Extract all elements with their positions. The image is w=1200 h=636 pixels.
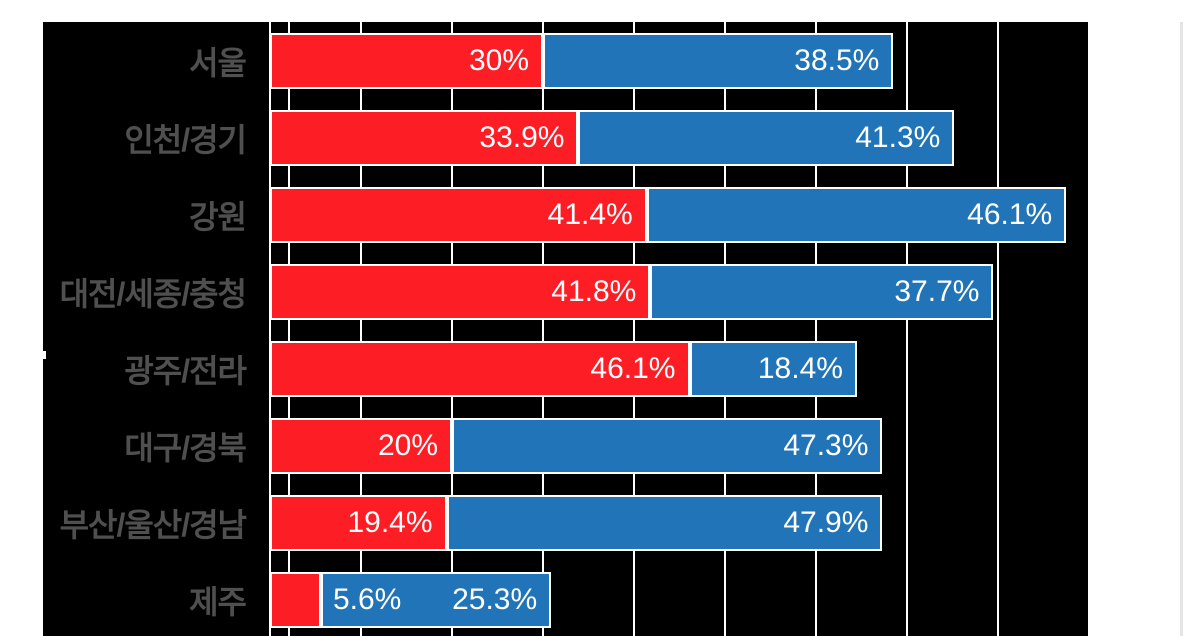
blue-bar-segment: 25.3%	[320, 572, 552, 628]
blue-bar-segment: 47.3%	[452, 418, 883, 474]
red-value-label: 41.4%	[547, 198, 633, 231]
gridline	[288, 22, 291, 636]
category-label: 광주/전라	[124, 353, 247, 389]
gridline	[269, 22, 271, 636]
red-bar-segment: 41.4%	[270, 187, 647, 243]
blue-value-label: 38.5%	[794, 44, 880, 77]
red-value-label: 19.4%	[347, 506, 433, 539]
red-bar-segment	[270, 572, 321, 628]
category-label: 서울	[189, 45, 247, 81]
blue-bar-segment: 37.7%	[650, 264, 994, 320]
blue-bar-segment: 46.1%	[646, 187, 1067, 243]
category-label: 강원	[189, 199, 247, 235]
category-label: 대구/경북	[124, 430, 247, 466]
axis-tick-artifact	[37, 351, 46, 359]
blue-value-label: 47.9%	[783, 506, 869, 539]
blue-bar-segment: 18.4%	[689, 341, 857, 397]
red-value-label: 5.6%	[332, 583, 402, 616]
gridline	[360, 22, 362, 636]
blue-bar-segment: 38.5%	[543, 33, 894, 89]
pane-divider-line	[1180, 22, 1183, 636]
gridline	[451, 22, 453, 636]
category-label: 대전/세종/충청	[59, 276, 247, 312]
gridline	[906, 22, 908, 636]
red-value-label: 30%	[468, 44, 529, 77]
gridline	[633, 22, 635, 636]
gridline	[542, 22, 544, 636]
red-bar-segment: 19.4%	[270, 495, 447, 551]
gridline	[997, 22, 999, 636]
gridline	[724, 22, 726, 636]
blue-bar-segment: 41.3%	[578, 110, 955, 166]
red-bar-segment: 30%	[270, 33, 543, 89]
category-label: 부산/울산/경남	[59, 507, 247, 543]
blue-value-label: 46.1%	[967, 198, 1053, 231]
blue-value-label: 18.4%	[757, 352, 843, 385]
blue-value-label: 25.3%	[452, 583, 538, 616]
gridline	[815, 22, 817, 636]
blue-value-label: 41.3%	[855, 121, 941, 154]
red-value-label: 33.9%	[479, 121, 565, 154]
category-label: 제주	[189, 584, 247, 620]
red-bar-segment: 33.9%	[270, 110, 579, 166]
red-value-label: 20%	[377, 429, 438, 462]
red-value-label: 46.1%	[590, 352, 676, 385]
red-value-label: 41.8%	[551, 275, 637, 308]
blue-bar-segment: 47.9%	[446, 495, 883, 551]
blue-value-label: 47.3%	[783, 429, 869, 462]
red-bar-segment: 46.1%	[270, 341, 690, 397]
category-label: 인천/경기	[124, 122, 247, 158]
red-bar-segment: 41.8%	[270, 264, 651, 320]
red-bar-segment: 20%	[270, 418, 452, 474]
blue-value-label: 37.7%	[894, 275, 980, 308]
